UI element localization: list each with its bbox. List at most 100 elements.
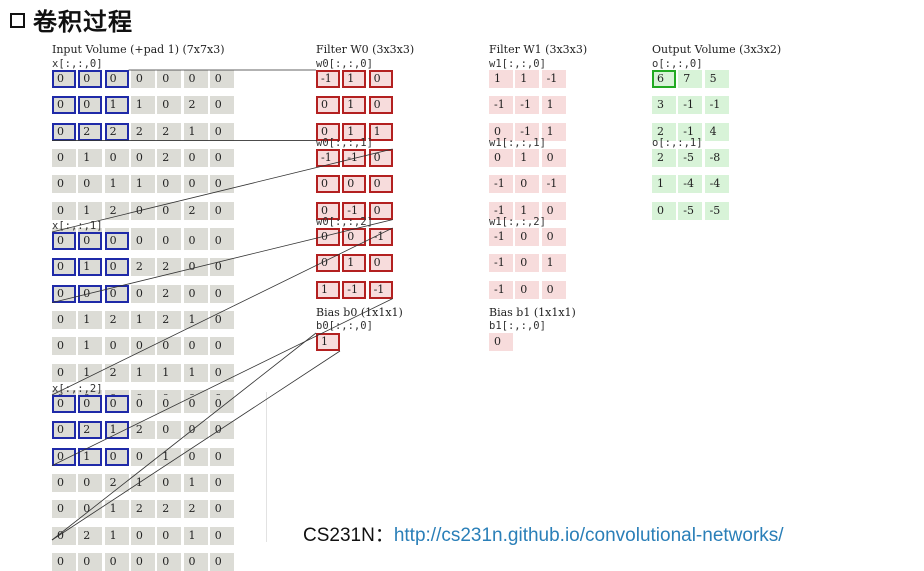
input-slice-2-cell: 0 xyxy=(130,395,155,413)
input-slice-2-cell: 0 xyxy=(209,447,234,466)
output-slice-0-cell: -1 xyxy=(678,122,703,141)
input-slice-0-cell: 2 xyxy=(183,96,208,115)
output-slice-1-cell: -4 xyxy=(678,175,703,194)
filter-w1-slice-2-cell: 0 xyxy=(515,280,540,299)
filter-w1-slice-1-cell: 1 xyxy=(515,201,540,220)
input-slice-2-cell: 0 xyxy=(209,421,234,440)
filter-w1-slice-0-cell: -1 xyxy=(515,122,540,141)
input-slice-0-cell: 2 xyxy=(104,122,129,141)
input-slice-2-cell: 0 xyxy=(157,526,182,545)
input-slice-0-cell: 2 xyxy=(78,122,103,141)
input-slice-2-cell: 0 xyxy=(78,473,103,492)
input-slice-0-cell: 0 xyxy=(104,70,129,88)
output-slice-0-cell: 7 xyxy=(678,70,703,88)
input-slice-0-cell: 0 xyxy=(130,70,155,88)
bias-b0-label: b0[:,:,0] xyxy=(316,320,373,332)
input-slice-1-cell: 1 xyxy=(157,363,182,382)
filter-w1-slice-0-cell: 1 xyxy=(515,70,540,88)
input-slice-0-cell: 0 xyxy=(52,96,76,115)
input-slice-1-cell: 0 xyxy=(183,258,208,277)
bias-b1-heading: Bias b1 (1x1x1) xyxy=(489,306,576,319)
input-slice-0-cell: 0 xyxy=(52,122,76,141)
input-slice-0-cell: 0 xyxy=(183,70,208,88)
filter-w1-slice-1-cell: -1 xyxy=(489,201,513,220)
input-slice-2-cell: 0 xyxy=(157,421,182,440)
filter-w0-slice-2-cell: -1 xyxy=(342,280,367,299)
input-slice-2-cell: 1 xyxy=(104,526,129,545)
input-slice-1-cell: 0 xyxy=(209,310,234,329)
output-slice-0-cell: 2 xyxy=(652,122,676,141)
filter-w0-slice-0-cell: 1 xyxy=(342,122,367,141)
input-slice-0-cell: 0 xyxy=(130,201,155,220)
checkbox-bullet-icon xyxy=(10,12,25,28)
filter-w0-slice-0-cell: 1 xyxy=(368,122,393,141)
output-slice-0-cell: 3 xyxy=(652,96,676,115)
filter-w0-slice-2-cell: 0 xyxy=(342,228,367,246)
filter-w0-slice-0-cell: 1 xyxy=(342,96,367,115)
output-slice-0-cell: 4 xyxy=(704,122,729,141)
output-slice-1-cell: -5 xyxy=(678,201,703,220)
filter-w0-slice-2-cell: 1 xyxy=(342,254,367,273)
input-slice-1-cell: 0 xyxy=(104,284,129,303)
input-slice-0-cell: 0 xyxy=(183,175,208,194)
input-slice-1-cell: 0 xyxy=(209,284,234,303)
input-slice-0-cell: 2 xyxy=(157,148,182,167)
input-slice-0-cell: 0 xyxy=(157,96,182,115)
filter-w1-slice-0-cell: -1 xyxy=(489,96,513,115)
input-slice-2-cell: 0 xyxy=(130,526,155,545)
input-slice-2-cell: 0 xyxy=(183,395,208,413)
source-credit: CS231N：http://cs231n.github.io/convoluti… xyxy=(303,520,784,547)
filter-w0-slice-2-cell: 1 xyxy=(316,280,340,299)
input-slice-1-cell: 0 xyxy=(130,232,155,250)
input-slice-1-cell: 2 xyxy=(157,284,182,303)
input-slice-1-cell: 0 xyxy=(183,337,208,356)
input-slice-2-cell: 1 xyxy=(183,526,208,545)
output-volume-heading: Output Volume (3x3x2) xyxy=(652,43,782,56)
input-slice-0-cell: 1 xyxy=(104,96,129,115)
slide-title-text: 卷积过程 xyxy=(33,7,133,36)
filter-w1-slice-label: w1[:,:,2] xyxy=(489,216,546,228)
input-slice-2-cell: 1 xyxy=(130,473,155,492)
input-slice-1-cell: 0 xyxy=(104,337,129,356)
input-slice-2-cell: 1 xyxy=(78,447,103,466)
filter-w1-slice-2-cell: -1 xyxy=(489,228,513,246)
input-slice-1-cell: 2 xyxy=(157,310,182,329)
input-slice-0-cell: 1 xyxy=(183,122,208,141)
input-slice-2-cell: 2 xyxy=(130,500,155,519)
input-slice-2-cell: 0 xyxy=(104,552,129,571)
output-slice-0-cell: -1 xyxy=(678,96,703,115)
filter-w1-slice-0-cell: 1 xyxy=(489,70,513,88)
input-slice-2-cell: 0 xyxy=(209,473,234,492)
filter-w1-slice-2-cell: 0 xyxy=(541,280,566,299)
output-slice-1-cell: -5 xyxy=(678,149,703,167)
input-slice-0-cell: 0 xyxy=(78,96,103,115)
input-slice-0-cell: 2 xyxy=(183,201,208,220)
input-slice-1-cell: 0 xyxy=(104,258,129,277)
divider xyxy=(266,392,267,542)
input-slice-0-cell: 2 xyxy=(130,122,155,141)
source-credit-prefix: CS231N： xyxy=(303,525,394,546)
output-slice-0-cell: -1 xyxy=(704,96,729,115)
input-slice-2-cell: 0 xyxy=(157,552,182,571)
input-slice-1-cell: 0 xyxy=(209,363,234,382)
input-slice-label: x[:,:,0] xyxy=(52,58,103,70)
output-slice-1-cell: -5 xyxy=(704,201,729,220)
input-slice-2-cell: 2 xyxy=(157,500,182,519)
filter-w0-slice-label: w0[:,:,2] xyxy=(316,216,373,228)
input-slice-1-cell: 2 xyxy=(104,310,129,329)
slide-title: 卷积过程 xyxy=(10,2,133,36)
input-slice-0-cell: 1 xyxy=(78,148,103,167)
input-slice-2-cell: 1 xyxy=(183,473,208,492)
output-slice-label: o[:,:,1] xyxy=(652,137,703,149)
filter-w0-slice-label: w0[:,:,0] xyxy=(316,58,373,70)
input-slice-1-cell: 1 xyxy=(130,310,155,329)
input-slice-1-cell: 0 xyxy=(78,284,103,303)
filter-w1-slice-0-cell: -1 xyxy=(541,70,566,88)
filter-w0-slice-0-cell: 0 xyxy=(368,70,393,88)
filter-w1-slice-1-cell: 0 xyxy=(541,149,566,167)
input-slice-1-cell: 0 xyxy=(52,258,76,277)
filter-w0-slice-2-cell: 0 xyxy=(368,254,393,273)
source-credit-link[interactable]: http://cs231n.github.io/convolutional-ne… xyxy=(393,525,784,546)
input-slice-1-cell: 0 xyxy=(209,258,234,277)
input-slice-1-cell: 2 xyxy=(130,258,155,277)
